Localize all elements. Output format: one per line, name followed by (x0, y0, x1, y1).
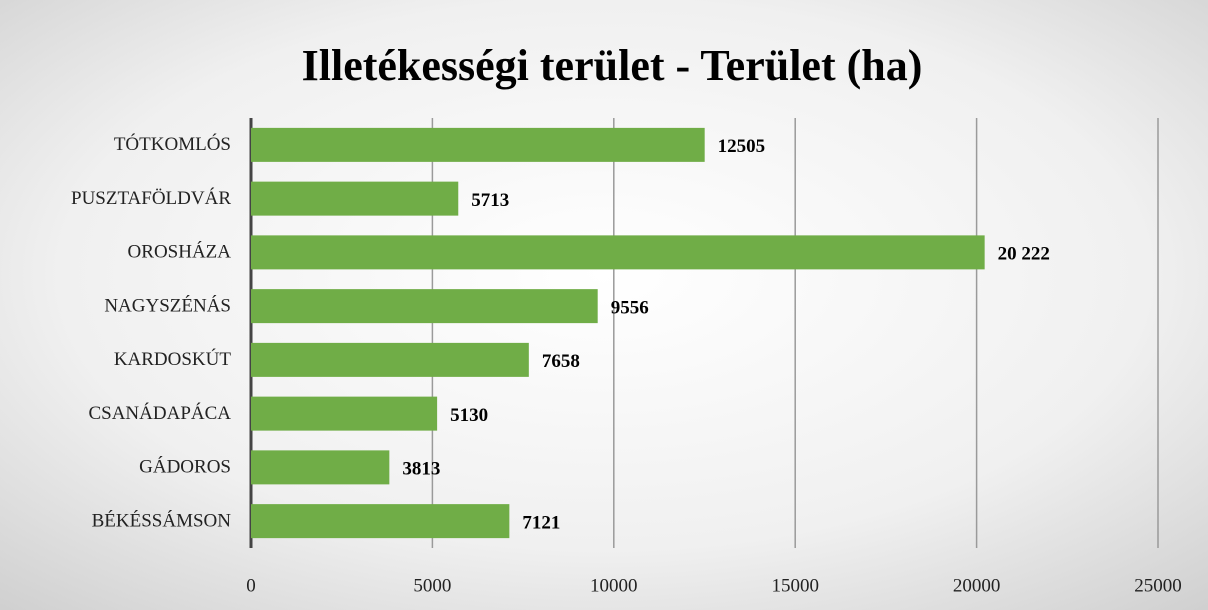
bar (251, 450, 390, 485)
y-tick-label: PUSZTAFÖLDVÁR (71, 187, 231, 209)
value-label: 7121 (522, 512, 560, 533)
chart-title: Illetékességi terület - Terület (ha) (302, 41, 923, 90)
value-label: 5130 (450, 405, 488, 426)
x-tick-label: 5000 (413, 575, 451, 596)
value-label: 7658 (542, 351, 580, 372)
x-tick-label: 15000 (771, 575, 819, 596)
value-label: 5713 (471, 190, 509, 211)
y-tick-label: TÓTKOMLÓS (114, 133, 231, 155)
y-tick-label: CSANÁDAPÁCA (88, 402, 231, 424)
value-label: 12505 (718, 136, 766, 157)
value-label: 20 222 (998, 244, 1050, 265)
y-tick-label: GÁDOROS (139, 456, 231, 478)
bar (251, 235, 985, 270)
x-tick-label: 25000 (1134, 575, 1182, 596)
x-tick-label: 20000 (953, 575, 1001, 596)
bar (251, 342, 529, 377)
value-label: 3813 (402, 459, 440, 480)
bar (251, 396, 438, 431)
x-tick-label: 10000 (590, 575, 638, 596)
value-label: 9556 (611, 297, 649, 318)
y-tick-label: BÉKÉSSÁMSON (92, 509, 232, 531)
bar (251, 181, 459, 216)
bar (251, 504, 510, 539)
bar (251, 289, 598, 324)
y-tick-label: NAGYSZÉNÁS (104, 294, 231, 316)
bar (251, 127, 705, 162)
y-tick-label: KARDOSKÚT (114, 348, 232, 370)
y-tick-label: OROSHÁZA (128, 241, 232, 263)
x-tick-label: 0 (246, 575, 256, 596)
